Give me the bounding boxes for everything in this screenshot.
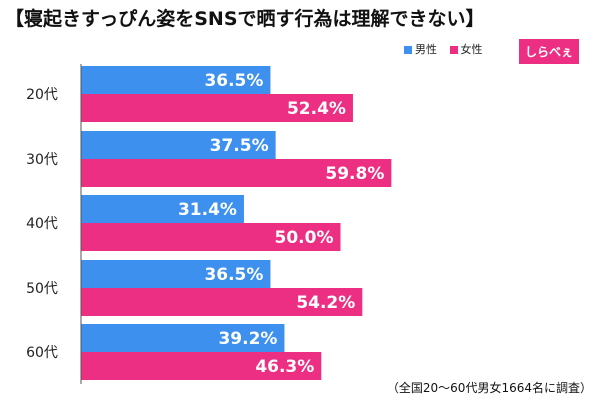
bar <box>81 131 276 159</box>
legend-swatch-male <box>404 46 412 54</box>
category-label: 60代 <box>26 345 58 361</box>
data-label: 31.4% <box>178 200 237 220</box>
bar <box>81 195 244 223</box>
data-label: 46.3% <box>255 357 314 377</box>
data-label: 39.2% <box>218 329 277 349</box>
bar <box>81 223 341 251</box>
category-label: 50代 <box>26 281 58 297</box>
bar <box>81 260 271 288</box>
logo-text: しらべぇ <box>524 45 573 59</box>
data-label: 37.5% <box>210 136 269 156</box>
legend-label-male: 男性 <box>415 43 437 56</box>
bar <box>81 159 392 187</box>
legend: 男性 女性 <box>404 41 492 57</box>
category-label: 20代 <box>26 87 58 103</box>
bar <box>81 66 271 94</box>
bar <box>81 324 285 352</box>
data-label: 36.5% <box>204 71 263 91</box>
data-label: 50.0% <box>275 228 334 248</box>
logo-badge: しらべぇ <box>519 39 579 64</box>
data-label: 36.5% <box>204 265 263 285</box>
category-label: 40代 <box>26 216 58 232</box>
legend-entry-female: 女性 <box>449 41 483 57</box>
legend-label-female: 女性 <box>460 43 483 56</box>
data-label: 59.8% <box>325 164 384 184</box>
chart-title: 【寝起きすっぴん姿をSNSで晒す行為は理解できない】 <box>5 8 485 30</box>
footnote: （全国20～60代男女1664名に調査） <box>386 381 592 395</box>
bar <box>81 288 363 316</box>
bar <box>81 352 322 380</box>
bar <box>81 94 353 122</box>
legend-swatch-female <box>449 46 458 54</box>
data-label: 54.2% <box>296 293 355 313</box>
category-label: 30代 <box>26 152 58 168</box>
data-label: 52.4% <box>287 99 346 119</box>
legend-entry-male: 男性 <box>404 41 437 57</box>
